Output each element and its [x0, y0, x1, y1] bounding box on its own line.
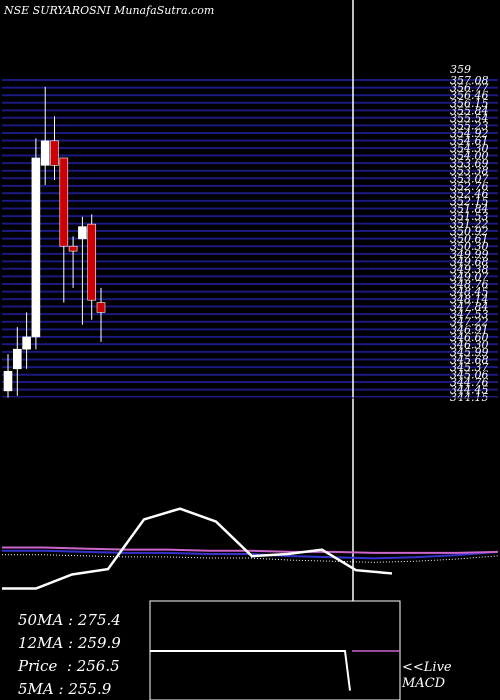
price-tick-label: 351.84 — [450, 202, 489, 215]
price-tick-label: 347.84 — [450, 301, 489, 314]
price-tick-label: 351.22 — [450, 218, 489, 231]
ma5-label: 5MA : 255.9 — [18, 680, 112, 698]
price-tick-label: 344.45 — [450, 384, 489, 397]
price-tick-label: 353.69 — [450, 157, 489, 170]
macd-panel — [149, 600, 401, 700]
price-tick-label: 355.23 — [450, 119, 489, 132]
price-tick-label: 355.84 — [450, 104, 489, 117]
price-tick-label: 345.06 — [450, 369, 489, 382]
price-tick-label: 351.53 — [450, 210, 489, 223]
price-tick-label: 352.76 — [450, 180, 489, 193]
price-tick-label: 354.30 — [450, 142, 489, 155]
price-grid — [2, 79, 498, 398]
price-tick-label: 349.99 — [450, 248, 489, 261]
price-tick-label: 354.92 — [450, 127, 489, 140]
price-label: Price : 256.5 — [18, 657, 120, 675]
price-tick-label: 357.08 — [450, 74, 489, 87]
candle-down — [68, 245, 78, 252]
price-tick-label: 349.38 — [450, 263, 489, 276]
price-tick-label: 345.37 — [450, 361, 489, 374]
price-tick-label: 346.30 — [450, 338, 489, 351]
price-tick-label: 353.38 — [450, 165, 489, 178]
price-tick-label: 354.61 — [450, 135, 489, 148]
candle-up — [13, 348, 22, 370]
price-tick-label: 348.45 — [450, 286, 489, 299]
indicator-panel — [2, 507, 499, 590]
price-tick-label: 352.46 — [450, 187, 489, 200]
candle-up — [40, 140, 50, 166]
candle-down — [59, 157, 69, 247]
indicator-main-line — [2, 507, 393, 590]
macd-label: MACD — [402, 676, 446, 691]
price-tick-label: 356.46 — [450, 89, 489, 102]
live-label: <<Live — [402, 660, 452, 675]
ma50-label: 50MA : 275.4 — [18, 611, 121, 629]
candle-up — [78, 226, 87, 240]
price-tick-label: 346.60 — [450, 331, 489, 344]
candle-up — [22, 336, 31, 350]
candlestick-series — [3, 86, 106, 399]
price-tick-label: 356.15 — [450, 97, 489, 110]
candle-up — [3, 370, 13, 392]
price-tick-label: 348.76 — [450, 278, 489, 291]
price-tick-label: 354.00 — [450, 150, 489, 163]
price-tick-label: 345.68 — [450, 353, 489, 366]
price-tick-label: 350.61 — [450, 233, 489, 246]
price-tick-label: 350.30 — [450, 240, 489, 253]
price-tick-label: 356.77 — [450, 82, 489, 95]
price-tick-label: 349.07 — [450, 270, 489, 283]
price-tick-label: 347.53 — [450, 308, 489, 321]
ma12-label: 12MA : 259.9 — [18, 634, 121, 652]
candle-down — [96, 302, 106, 313]
price-tick-label: 349.68 — [450, 255, 489, 268]
price-tick-label: 350.92 — [450, 225, 489, 238]
price-tick-label: 353.07 — [450, 172, 489, 185]
candle-up — [31, 157, 41, 338]
top-label-max: 359 — [450, 63, 471, 76]
price-tick-label: 355.54 — [450, 112, 489, 125]
price-tick-label: 346.91 — [450, 323, 489, 336]
price-tick-label: 348.14 — [450, 293, 489, 306]
price-tick-labels: 359357.08356.77356.46356.15355.84355.543… — [450, 63, 489, 404]
chart-title: NSE SURYAROSNI MunafaSutra.com — [4, 4, 215, 17]
candle-down — [87, 223, 96, 301]
macd-line — [150, 650, 351, 691]
price-tick-label: 347.22 — [450, 316, 489, 329]
price-tick-label: 344.76 — [450, 376, 489, 389]
candle-down — [50, 140, 59, 166]
ma-purple-line — [2, 546, 499, 554]
price-tick-label: 352.15 — [450, 195, 489, 208]
price-tick-label: 345.99 — [450, 346, 489, 359]
